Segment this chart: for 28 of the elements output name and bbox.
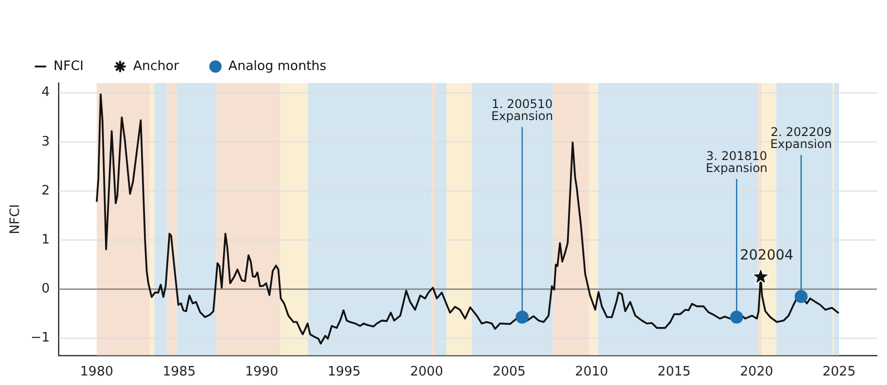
annotation: 2. 202209 Expansion [770, 125, 832, 152]
point [794, 290, 808, 304]
x-tick-label: 1980 [80, 364, 114, 380]
x-tick-label: 1990 [245, 364, 278, 380]
y-tick-label: 4 [41, 85, 50, 100]
point [752, 267, 770, 285]
y-tick-label: −1 [30, 330, 50, 346]
legend-label: Anchor [133, 58, 180, 74]
y-tick-label: 3 [41, 134, 50, 150]
legend-label: Analog months [228, 58, 327, 74]
x-tick-label: 2020 [740, 364, 774, 380]
annotation: 202004 [740, 248, 794, 264]
x-tick-label: 2015 [658, 364, 691, 380]
x-tick-label: 2005 [492, 364, 526, 380]
x-tick-label: 1995 [328, 364, 361, 380]
x-tick-label: 2025 [822, 364, 856, 380]
annotation: 1. 200510 Expansion [491, 97, 554, 124]
y-tick-label: 0 [41, 282, 50, 297]
x-tick-label: 2000 [410, 364, 444, 380]
y-axis-title: NFCI [8, 204, 24, 234]
x-tick-label: 1985 [162, 364, 196, 380]
x-tick-label: 2010 [575, 364, 608, 380]
legend-label: NFCI [54, 58, 84, 74]
annotation: 3. 201810 Expansion [706, 149, 768, 176]
point [516, 310, 529, 324]
y-tick-label: 1 [41, 232, 50, 248]
y-tick-label: 2 [41, 183, 50, 198]
point [730, 310, 744, 324]
